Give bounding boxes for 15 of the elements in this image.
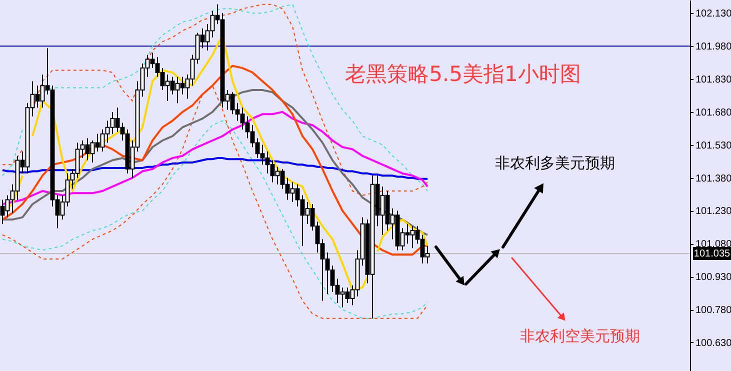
y-tick-label: 101.980 xyxy=(696,42,731,53)
y-tick-label: 102.130 xyxy=(696,8,731,20)
y-tick-label: 101.680 xyxy=(696,107,731,118)
y-tick-label: 100.780 xyxy=(696,305,731,316)
ref-line-label: 101.035 xyxy=(694,248,731,260)
y-tick-label: 101.080 xyxy=(696,239,731,250)
text: 非农利空美元预期 xyxy=(520,327,640,345)
y-tick-label: 100.930 xyxy=(696,272,731,284)
y-tick-label: 101.830 xyxy=(696,74,731,86)
y-tick-label: 101.530 xyxy=(696,140,731,152)
y-tick-label: 101.230 xyxy=(696,206,731,218)
text: 老黑策略5.5美指1小时图 xyxy=(345,62,581,86)
text: 非农利多美元预期 xyxy=(495,154,615,172)
y-tick-label: 100.630 xyxy=(696,338,731,349)
y-tick-label: 101.380 xyxy=(696,173,731,184)
